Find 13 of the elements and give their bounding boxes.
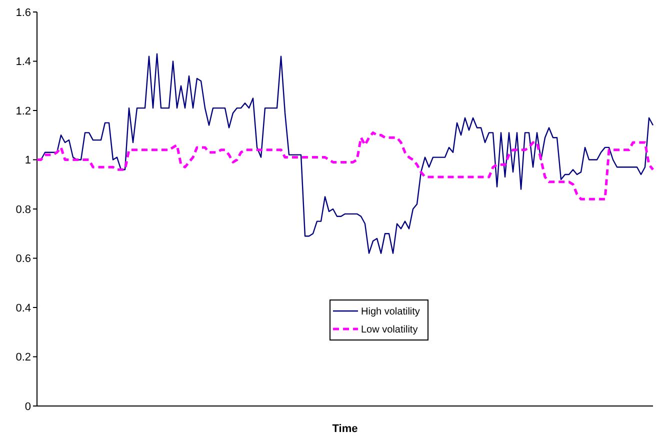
y-tick-label: 0.4 [16,302,31,314]
line-series [36,131,654,200]
y-tick-label: 0.2 [16,352,31,364]
y-tick-label: 0.8 [16,204,31,216]
y-tick-label: 1.4 [16,56,31,68]
y-tick-label: 1.6 [16,6,31,19]
y-tick-label: 0 [24,400,31,413]
legend-label: High volatility [361,306,420,318]
y-tick-label: 1 [24,154,31,167]
x-axis-title: Time [332,423,358,435]
y-tick-label: 0.6 [16,253,31,266]
y-tick-label: 1.2 [16,105,31,118]
legend-label: Low volatility [361,324,418,336]
